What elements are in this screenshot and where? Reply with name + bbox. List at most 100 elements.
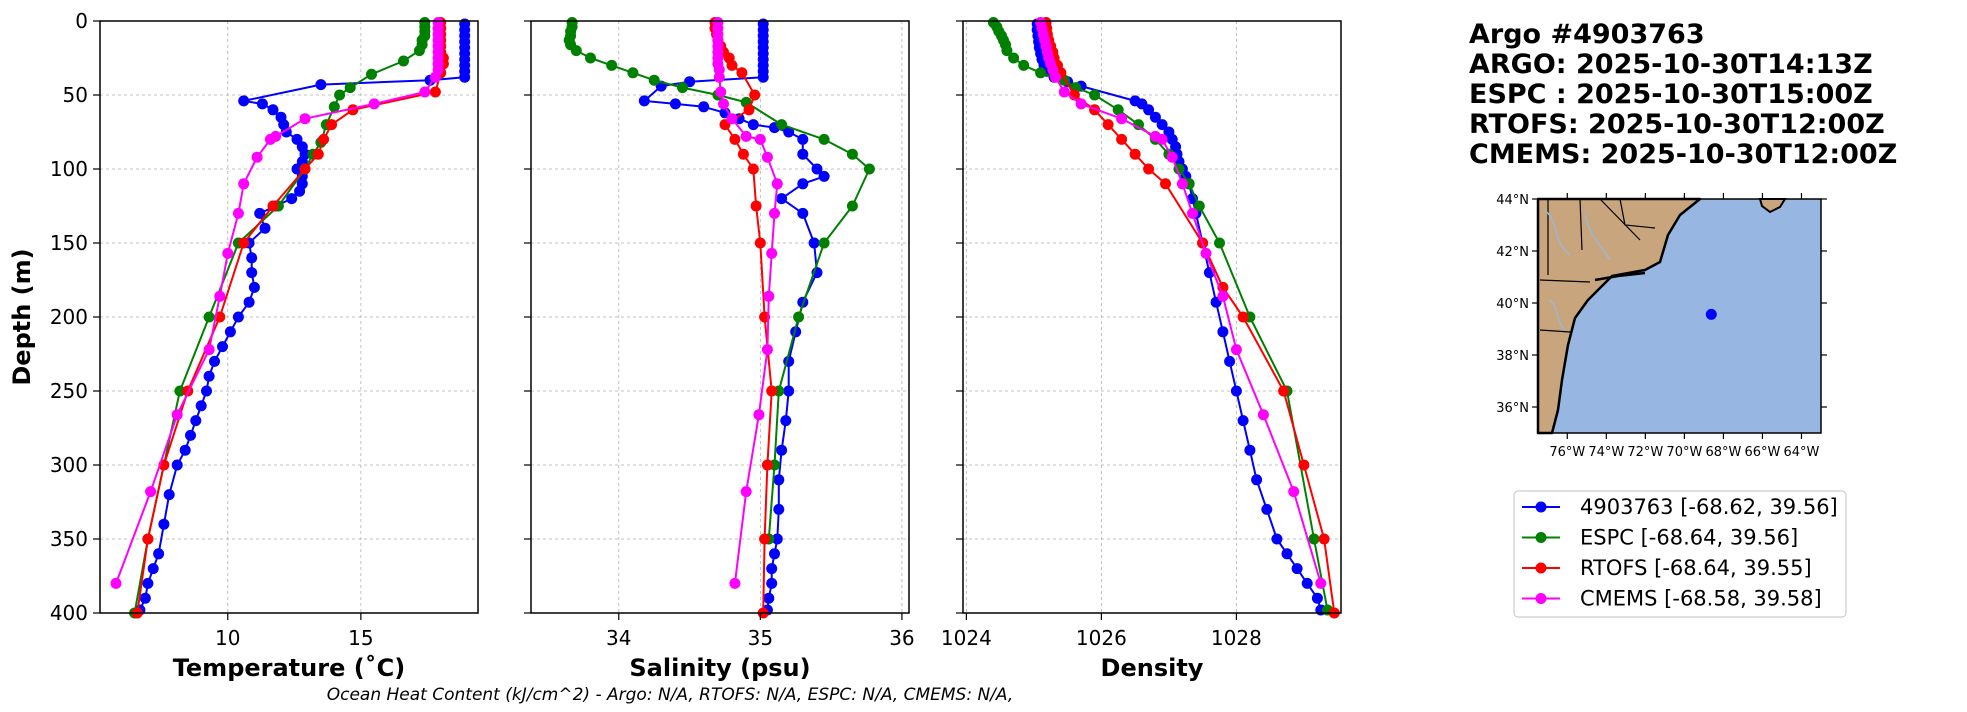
profile-plots: 0 50 100 150 200 250 300 350 400 10 15 Temperature … <box>8 9 1342 682</box>
temperature-series-argo-point <box>267 104 279 116</box>
temperature-series-argo-point <box>315 79 327 91</box>
density-series-espc-point <box>1308 533 1320 545</box>
map-frame <box>1537 198 1822 434</box>
legend-swatch-marker <box>1535 501 1547 513</box>
temperature-series-rtofs-point <box>299 163 311 175</box>
density-series-espc-point <box>1008 52 1020 64</box>
density-series-cmems-point <box>1058 86 1070 98</box>
temperature-series-rtofs-point <box>238 237 250 249</box>
map-ticks: 44°N 42°N 40°N 38°N 36°N 76°W 74°W 72°W 70°W 68°W… <box>1496 193 1827 460</box>
legend-entry-argo: 4903763 [-68.62, 39.56] <box>1522 495 1838 519</box>
temperature-series-cmems-point <box>203 344 215 356</box>
salinity-series-espc-point <box>793 311 805 323</box>
temperature-series-argo-point <box>232 311 244 323</box>
temperature-series-rtofs-point <box>267 200 279 212</box>
salinity-series-argo-point <box>797 178 809 190</box>
temperature-series-argo-point <box>195 400 207 412</box>
header-line-rtofs-time: RTOFS: 2025-10-30T12:00Z <box>1469 109 1885 140</box>
map-state-borders <box>1539 198 1656 333</box>
salinity-series-cmems-point <box>740 130 752 142</box>
density-series-espc-point <box>1133 119 1144 131</box>
temperature-series-cmems-point <box>145 486 157 498</box>
header-line-cmems-time: CMEMS: 2025-10-30T12:00Z <box>1469 139 1897 170</box>
salinity-series-espc-point <box>677 82 688 94</box>
salinity-series-argo-point <box>797 207 809 219</box>
legend-entry-rtofs: RTOFS [-68.64, 39.55] <box>1522 556 1812 580</box>
salinity-series-argo-point <box>763 592 775 604</box>
map-lat-tick-label: 36°N <box>1496 401 1529 416</box>
density-series-espc-point <box>1035 67 1047 79</box>
density-series-argo-point <box>1143 104 1155 116</box>
map-land-mainland <box>1536 197 1702 435</box>
map-lat-tick-label: 38°N <box>1496 349 1529 364</box>
density-series-espc-point <box>1112 104 1124 116</box>
salinity-series-rtofs-point <box>754 237 766 249</box>
density-series-rtofs-point <box>1237 311 1249 323</box>
temperature-series-argo-point <box>171 459 183 471</box>
salinity-series-argo-point <box>773 474 785 486</box>
density-series-espc-point <box>1018 59 1030 71</box>
temperature-series-argo-point <box>243 296 255 308</box>
density-series-rtofs-point <box>1278 385 1290 397</box>
temperature-series-argo-point <box>256 98 268 110</box>
temperature-series-espc-point <box>344 82 356 94</box>
map-rivers <box>1544 209 1611 331</box>
legend-box <box>1513 490 1847 618</box>
map-lon-tick-label: 72°W <box>1627 445 1663 460</box>
salinity-series-espc-point <box>846 148 858 160</box>
map-long-island <box>1594 271 1646 282</box>
legend-label: ESPC [-68.64, 39.56] <box>1580 526 1798 550</box>
salinity-series-espc-point <box>846 200 858 212</box>
density-panel: 1024 1026 1028 Density <box>941 17 1342 682</box>
salinity-series-argo-point <box>638 95 650 107</box>
map-lon-tick-label: 68°W <box>1705 445 1741 460</box>
salinity-series-rtofs-point <box>726 59 738 71</box>
legend-entry-cmems: CMEMS [-68.58, 39.58] <box>1522 587 1822 611</box>
map-lat-tick-label: 42°N <box>1496 245 1529 260</box>
density-series-cmems-point <box>1050 71 1061 83</box>
map-lat-tick-label: 40°N <box>1496 297 1529 312</box>
temperature-series-cmems-point <box>214 290 226 302</box>
temperature-series-argo-line <box>138 24 466 611</box>
temperature-series-argo-point <box>259 222 271 234</box>
salinity-series-argo-point <box>698 101 710 113</box>
salinity-series-cmems-point <box>729 577 741 589</box>
temperature-series-espc-point <box>334 89 346 101</box>
salinity-series-rtofs-point <box>747 163 759 175</box>
temperature-x-axis-label: Temperature (˚C) <box>173 654 406 682</box>
temperature-series-cmems-point <box>171 409 183 421</box>
density-series-rtofs-point <box>1129 148 1141 160</box>
salinity-series-rtofs-point <box>736 67 748 79</box>
legend-entry-espc: ESPC [-68.64, 39.56] <box>1522 526 1798 550</box>
temperature-series-rtofs-point <box>326 119 338 131</box>
temperature-series-espc-point <box>174 385 186 397</box>
density-series-rtofs-line <box>1045 22 1336 614</box>
salinity-series-argo-point <box>797 148 809 160</box>
temperature-series-cmems-point <box>419 86 431 98</box>
salinity-series-rtofs-point <box>750 200 762 212</box>
salinity-series-argo-point <box>818 170 830 182</box>
legend-swatch-marker <box>1535 562 1547 574</box>
salinity-series-espc-point <box>818 133 830 145</box>
temperature-xtick-label: 10 <box>215 626 240 650</box>
temperature-series-argo-point <box>254 207 266 219</box>
salinity-series-rtofs-point <box>749 89 761 101</box>
temperature-series-argo-point <box>248 281 260 293</box>
legend-label: 4903763 [-68.62, 39.56] <box>1580 495 1838 519</box>
density-series-espc-line <box>992 21 1329 611</box>
map-lon-tick-label: 74°W <box>1588 445 1624 460</box>
salinity-series-argo-point <box>776 444 788 456</box>
density-series-rtofs-point <box>1160 178 1171 190</box>
salinity-series-argo-point <box>669 98 681 110</box>
salinity-series-cmems-point <box>715 86 727 98</box>
density-series-rtofs-point <box>1102 119 1114 131</box>
temperature-ytick-label: 50 <box>63 83 88 107</box>
temperature-series-argo-point <box>246 267 258 279</box>
temperature-ytick-label: 350 <box>50 527 88 551</box>
temperature-series-argo-point <box>246 252 258 264</box>
temperature-series-argo-point <box>203 370 215 382</box>
salinity-series-espc-point <box>627 67 639 79</box>
salinity-series-rtofs-point <box>761 459 773 471</box>
salinity-series-argo-point <box>766 577 778 589</box>
temperature-series-espc-point <box>203 311 215 323</box>
